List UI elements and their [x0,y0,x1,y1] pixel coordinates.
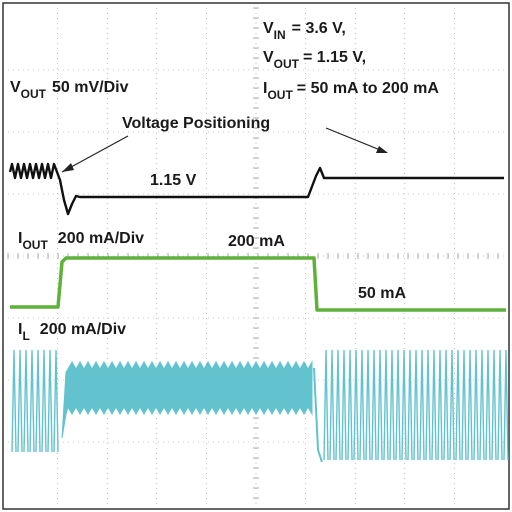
annotation-iout-high: 200 mA [228,233,285,250]
annotation-iout-low: 50 mA [358,285,406,302]
annotation-voltage-positioning: Voltage Positioning [122,115,270,132]
arrowhead-left-icon [62,163,74,172]
annotation-arrow-right [325,127,386,153]
il-trace-light-load-left [11,349,59,453]
condition-vout: VOUT = 1.15 V, [263,49,366,71]
annotation-vout-level: 1.15 V [150,172,197,189]
condition-iout: IOUT = 50 mA to 200 mA [263,80,439,102]
il-channel-label: IL 200 mA/Div [18,321,126,343]
il-trace-light-load-right [323,349,509,461]
iout-trace [10,256,506,312]
annotation-arrow-left [61,135,129,173]
il-trace-heavy-load [61,360,313,439]
condition-vin: VIN = 3.6 V, [263,20,346,42]
vout-channel-label: VOUT 50 mV/Div [10,79,129,101]
il-trace-transition [313,367,323,463]
vout-trace [8,162,504,216]
arrowhead-right-icon [376,146,388,153]
iout-channel-label: IOUT 200 mA/Div [18,230,144,252]
traces [8,162,509,463]
